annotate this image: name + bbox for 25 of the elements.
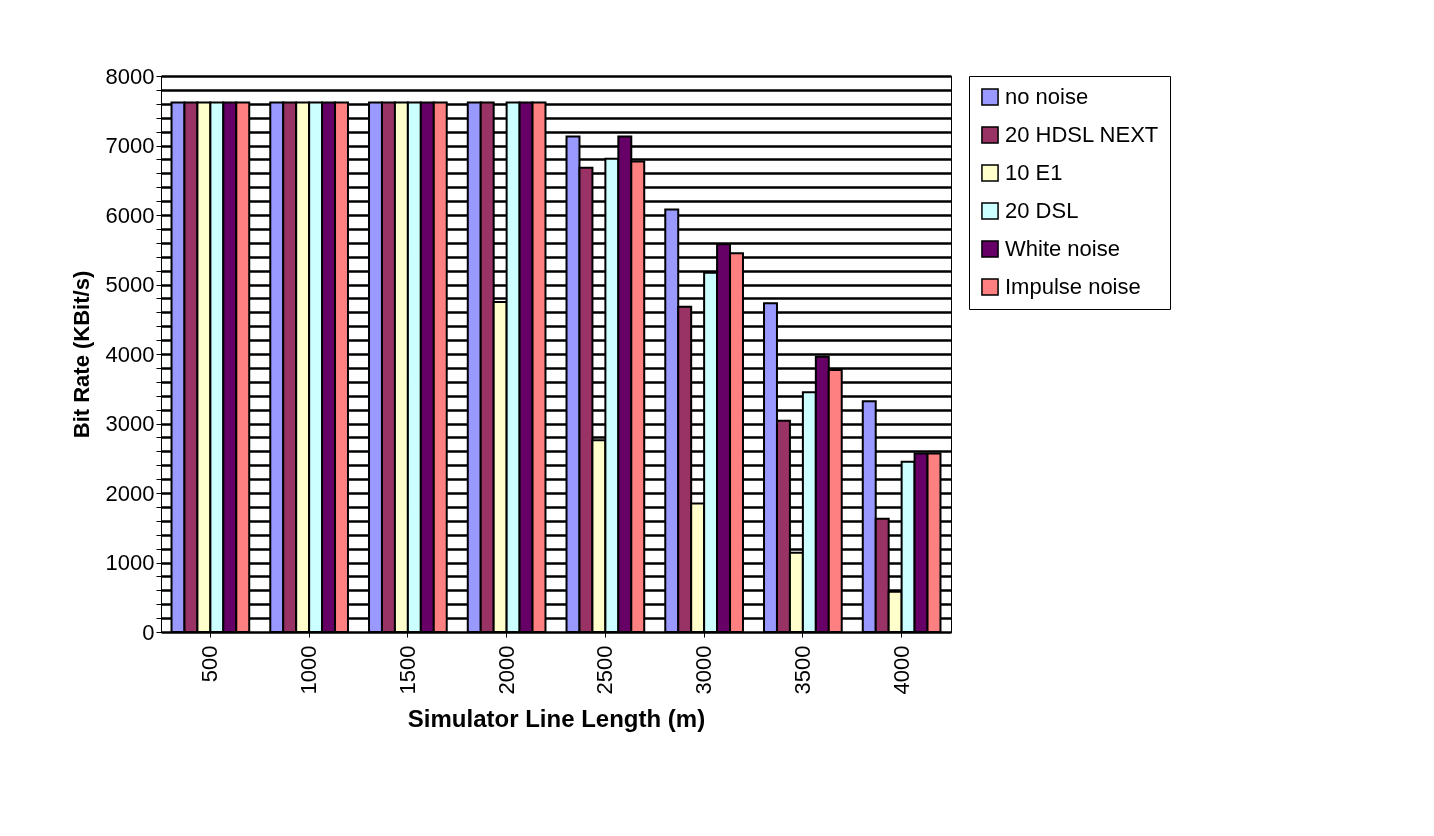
y-tick-label: 5000 xyxy=(105,272,155,297)
legend-label: 20 HDSL NEXT xyxy=(1005,122,1159,147)
legend-label: 10 E1 xyxy=(1005,160,1063,185)
y-tick-label: 8000 xyxy=(105,63,155,89)
x-tick-label: 1500 xyxy=(394,645,420,695)
legend-label: Impulse noise xyxy=(1005,274,1141,299)
y-tick-label: 2000 xyxy=(105,480,155,506)
legend-label: White noise xyxy=(1005,236,1120,261)
x-tick-label: 500 xyxy=(197,645,223,683)
x-tick-label: 4000 xyxy=(888,645,914,695)
legend-label: 20 DSL xyxy=(1005,198,1079,223)
x-tick-label: 3500 xyxy=(789,645,815,695)
x-tick-label: 2500 xyxy=(592,645,618,695)
y-tick-label: 6000 xyxy=(105,202,155,228)
y-tick-label: 7000 xyxy=(105,133,155,158)
legend-label: no noise xyxy=(1005,84,1089,109)
x-tick-label: 1000 xyxy=(296,645,322,695)
y-axis-title: Bit Rate (KBit/s) xyxy=(68,270,94,439)
y-tick-label: 4000 xyxy=(105,341,155,367)
x-axis-title: Simulator Line Length (m) xyxy=(407,705,706,733)
y-tick-label: 1000 xyxy=(105,550,155,575)
y-tick-label: 0 xyxy=(142,619,155,645)
x-tick-label: 2000 xyxy=(493,645,519,695)
x-tick-label: 3000 xyxy=(691,645,717,695)
y-tick-label: 3000 xyxy=(105,411,155,436)
